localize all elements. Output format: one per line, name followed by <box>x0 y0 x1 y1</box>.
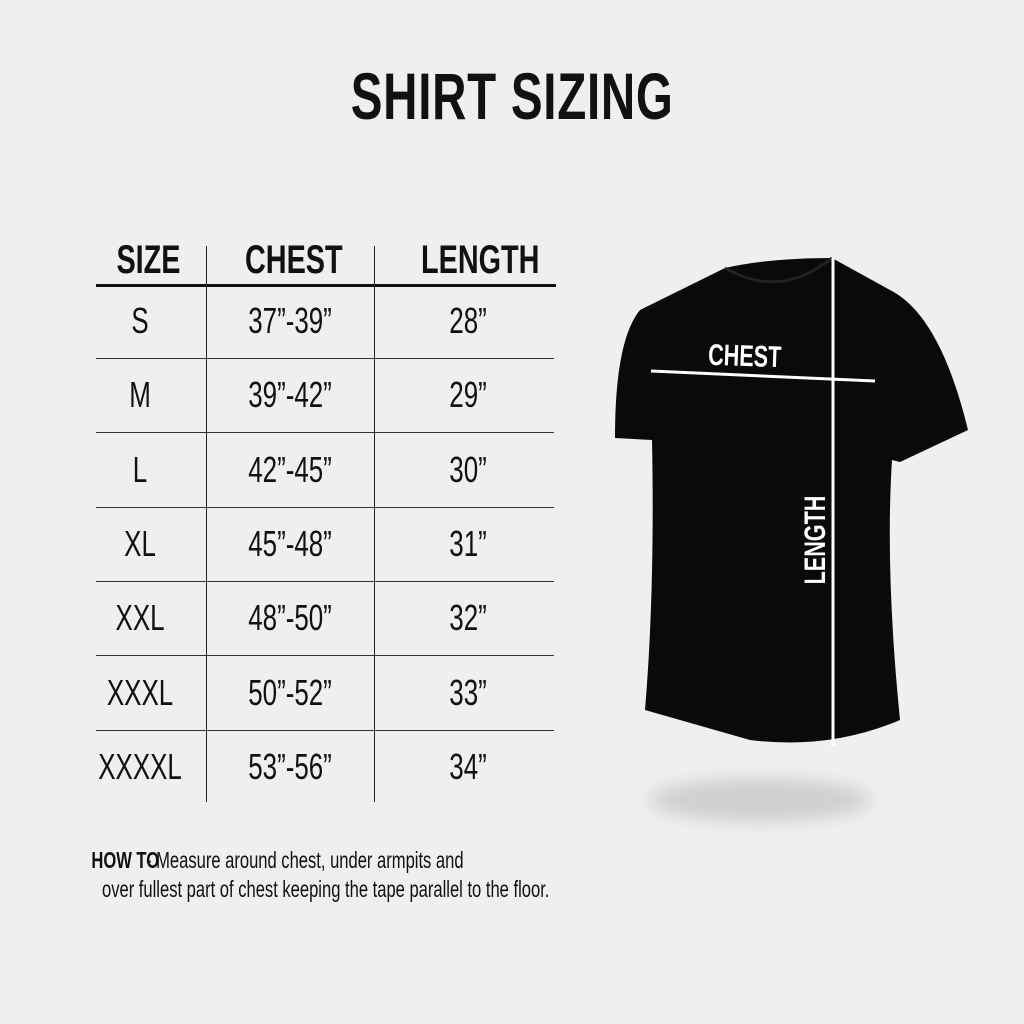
row-divider <box>96 358 554 359</box>
page-title: SHIRT SIZING <box>350 59 674 133</box>
how-to-instructions: HOW TO - Measure around chest, under arm… <box>0 846 652 904</box>
header-length: LENGTH <box>420 238 540 282</box>
column-divider <box>206 246 207 802</box>
row-divider <box>96 432 554 434</box>
row-divider <box>96 655 554 657</box>
chest-cell: 39”-42” <box>248 374 332 416</box>
row-divider <box>96 506 554 508</box>
row-divider <box>96 729 554 731</box>
length-cell: 34” <box>449 745 487 787</box>
chest-label: CHEST <box>708 337 782 374</box>
length-cell: 32” <box>449 597 487 639</box>
header-size: SIZE <box>115 238 181 282</box>
size-cell: XL <box>124 522 156 564</box>
tshirt-icon <box>615 258 968 743</box>
chest-cell: 42”-45” <box>248 448 332 490</box>
shirt-diagram: CHEST LENGTH <box>615 256 968 822</box>
row-divider <box>96 580 554 582</box>
header-divider <box>96 284 556 287</box>
chest-measure-line <box>650 369 876 383</box>
how-to-label: HOW TO <box>91 847 160 873</box>
size-cell: M <box>129 374 151 416</box>
length-cell: 28” <box>449 300 487 341</box>
length-cell: 31” <box>449 522 487 564</box>
size-cell: XXXL <box>106 671 174 713</box>
length-cell: 30” <box>449 448 487 490</box>
size-cell: XXXXL <box>98 745 182 787</box>
size-cell: L <box>132 448 148 490</box>
chest-cell: 50”-52” <box>248 671 332 713</box>
header-chest: CHEST <box>245 238 343 282</box>
size-cell: S <box>131 300 149 341</box>
column-divider <box>374 246 375 802</box>
size-cell: XXL <box>115 597 165 639</box>
length-cell: 33” <box>449 671 487 713</box>
chest-cell: 37”-39” <box>248 300 332 341</box>
chest-cell: 45”-48” <box>248 522 332 564</box>
length-label: LENGTH <box>797 496 831 585</box>
shirt-shadow <box>650 778 870 822</box>
length-cell: 29” <box>449 374 487 416</box>
chest-cell: 53”-56” <box>248 745 332 787</box>
chest-cell: 48”-50” <box>248 597 332 639</box>
